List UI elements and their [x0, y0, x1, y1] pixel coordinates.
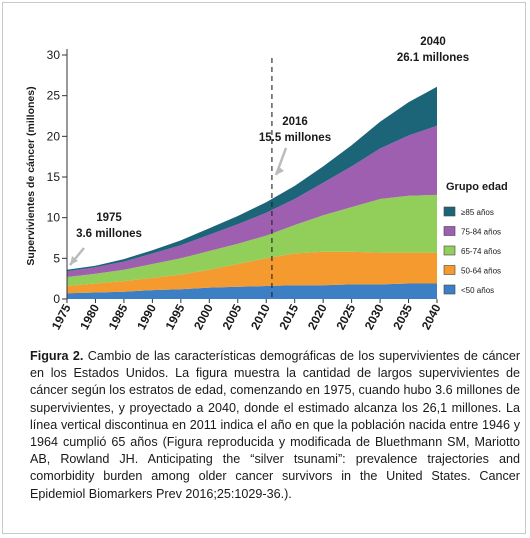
x-tick-label: 2025 — [333, 302, 358, 332]
x-tick-label: 2035 — [390, 302, 415, 332]
x-tick-label: 2010 — [248, 302, 273, 332]
annotation-value: 26.1 millones — [397, 52, 469, 64]
x-tick-label: 2020 — [305, 302, 330, 332]
y-tick-label: 0 — [53, 292, 60, 306]
annotation-value: 3.6 millones — [76, 228, 142, 240]
legend-swatch — [443, 284, 456, 295]
figure-caption: Figura 2. Cambio de las características … — [30, 348, 520, 503]
caption-label: Figura 2. — [30, 349, 84, 363]
area-layers — [67, 86, 437, 299]
y-axis-label: Supervivientes de cáncer (millones) — [25, 86, 37, 265]
x-tick-label: 1980 — [77, 302, 102, 332]
y-tick-label: 25 — [47, 89, 61, 103]
x-tick-label: 2000 — [191, 302, 216, 332]
legend-label: 75-84 años — [461, 228, 501, 237]
legend-label: ≥85 años — [461, 208, 494, 217]
legend: Grupo edad ≥85 años 75-84 años 65-74 años 50… — [443, 181, 508, 295]
y-tick-label: 20 — [47, 129, 61, 143]
x-tick-label: 1990 — [134, 302, 159, 332]
x-tick-label: 2015 — [276, 302, 301, 332]
y-tick-label: 30 — [47, 48, 61, 62]
legend-swatch — [443, 226, 456, 236]
legend-label: <50 años — [461, 286, 494, 295]
y-tick-label: 10 — [47, 211, 61, 225]
x-tick-label: 2040 — [419, 302, 444, 332]
x-tick-label: 2030 — [362, 302, 387, 332]
legend-swatch — [443, 206, 456, 217]
area-series-3 — [67, 125, 437, 277]
x-tick-label: 2005 — [220, 302, 245, 332]
area-series-0 — [67, 283, 437, 299]
legend-label: 65-74 años — [461, 247, 501, 256]
x-tick-label: 1975 — [49, 302, 74, 332]
annotation-arrowhead — [276, 166, 284, 175]
annotation-year: 2040 — [420, 36, 446, 48]
x-tick-label: 1985 — [106, 302, 131, 332]
legend-title: Grupo edad — [446, 181, 508, 193]
y-tick-label: 15 — [47, 170, 61, 184]
annotation-value: 15.5 millones — [259, 132, 331, 144]
annotation-year: 1975 — [96, 212, 122, 224]
legend-swatch — [443, 245, 456, 256]
annotations: 1975 3.6 millones 2016 15.5 millones 2040 26.… — [69, 36, 469, 266]
caption-text: Cambio de las características demográfic… — [30, 349, 521, 501]
legend-swatch — [443, 265, 456, 275]
annotation-year: 2016 — [282, 116, 308, 128]
legend-label: 50-64 años — [461, 267, 501, 276]
x-tick-label: 1995 — [163, 302, 188, 332]
area-series-1 — [67, 251, 437, 294]
annotation-arrowhead — [70, 256, 78, 265]
area-series-2 — [67, 194, 437, 286]
y-tick-label: 5 — [53, 251, 60, 265]
